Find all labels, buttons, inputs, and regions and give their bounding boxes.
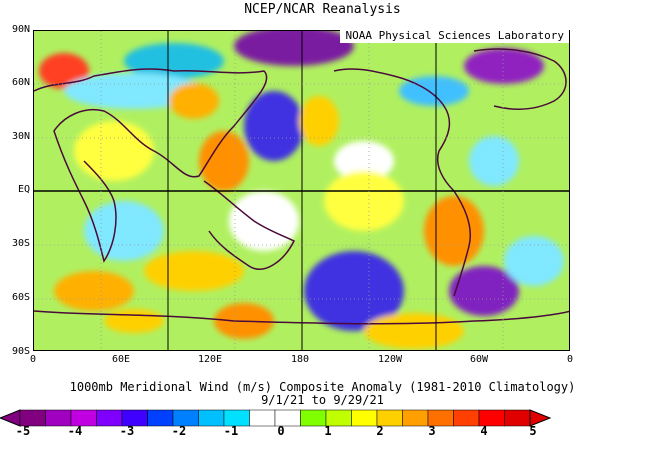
credit-label: NOAA Physical Sciences Laboratory	[340, 28, 569, 43]
colorbar-swatches	[0, 409, 552, 427]
lat-label-30s: 30S	[11, 238, 30, 249]
lon-label-120e: 120E	[197, 354, 223, 365]
colorbar-label: 3	[428, 424, 436, 438]
lat-label-90s: 90S	[11, 346, 30, 357]
anomaly-field	[34, 31, 569, 350]
colorbar-label: 0	[277, 424, 285, 438]
lat-label-90n: 90N	[11, 24, 30, 35]
lon-label-60w: 60W	[469, 354, 489, 365]
colorbar-label: 4	[480, 424, 488, 438]
map-plot[interactable]	[33, 30, 570, 351]
colorbar-label: -3	[119, 424, 135, 438]
caption-title: 1000mb Meridional Wind (m/s) Composite A…	[69, 380, 576, 394]
lon-label-0: 0	[29, 354, 37, 365]
colorbar-label: 2	[376, 424, 384, 438]
grid	[34, 31, 569, 350]
lon-label-0-end: 0	[566, 354, 574, 365]
colorbar-label: 5	[529, 424, 537, 438]
colorbar-label: -1	[223, 424, 239, 438]
lat-label-eq: EQ	[17, 184, 30, 195]
colorbar	[0, 408, 645, 436]
page-title: NCEP/NCAR Reanalysis	[244, 2, 401, 17]
colorbar-label: -5	[15, 424, 31, 438]
colorbar-label: -4	[67, 424, 83, 438]
colorbar-label: 1	[324, 424, 332, 438]
caption-dates: 9/1/21 to 9/29/21	[261, 393, 384, 407]
coastlines	[34, 48, 569, 325]
lon-label-60e: 60E	[111, 354, 131, 365]
lon-label-120w: 120W	[377, 354, 403, 365]
colorbar-arrow-right	[529, 409, 552, 427]
lat-label-60n: 60N	[11, 77, 30, 88]
lon-label-180: 180	[290, 354, 310, 365]
lat-label-30n: 30N	[11, 131, 30, 142]
colorbar-label: -2	[171, 424, 187, 438]
lat-label-60s: 60S	[11, 292, 30, 303]
